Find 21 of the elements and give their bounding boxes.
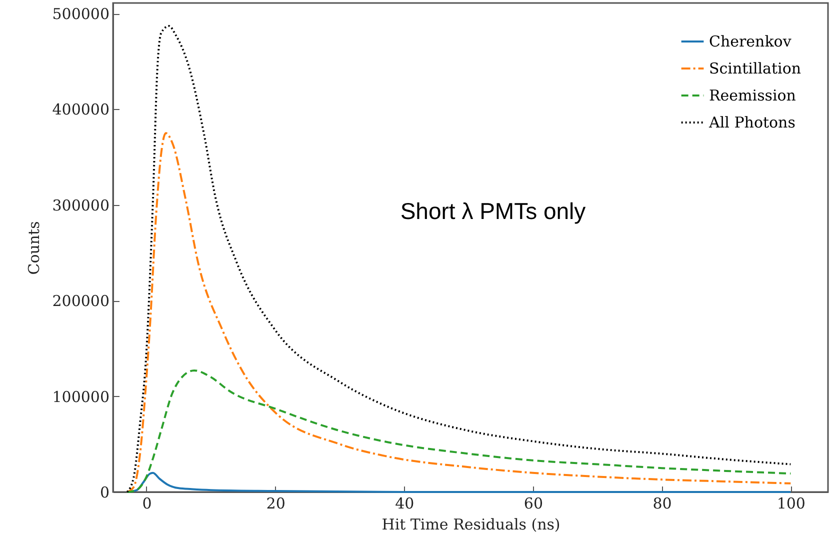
x-tick-label: 40	[395, 494, 414, 512]
y-tick-label: 200000	[52, 292, 110, 310]
x-tick-label: 80	[652, 494, 672, 512]
y-tick-label: 400000	[52, 100, 110, 119]
annotation: Short λ PMTs only	[400, 198, 586, 224]
y-tick-label: 0	[100, 484, 110, 502]
legend-label: Reemission	[709, 86, 796, 104]
legend-label: Scintillation	[709, 60, 802, 78]
y-tick-label: 100000	[52, 388, 110, 406]
x-tick-label: 60	[524, 494, 544, 512]
y-axis-title: Counts	[25, 221, 44, 275]
x-axis-title: Hit Time Residuals (ns)	[382, 516, 560, 534]
legend-label: All Photons	[708, 114, 796, 132]
legend-label: Cherenkov	[709, 32, 792, 50]
y-tick-label: 500000	[52, 5, 110, 24]
line-series	[126, 369, 792, 493]
x-tick-label: 0	[142, 494, 152, 512]
x-tick-label: 20	[266, 494, 286, 512]
y-tick-label: 300000	[52, 196, 110, 214]
line-series	[126, 132, 792, 493]
x-tick-label: 100	[776, 494, 806, 512]
